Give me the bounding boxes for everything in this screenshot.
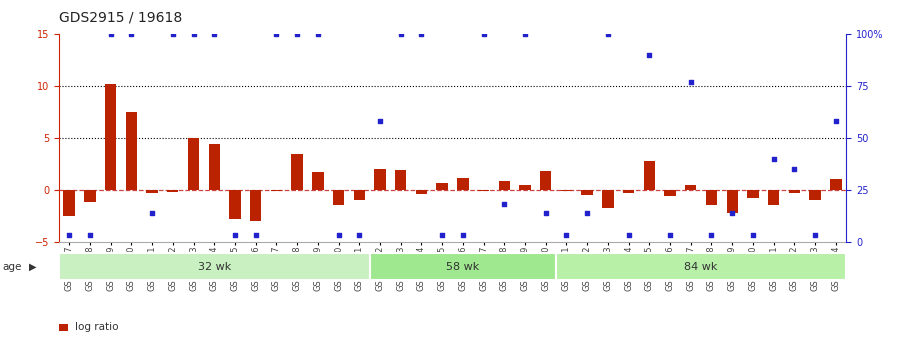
Point <box>166 32 180 37</box>
Bar <box>105 84 117 190</box>
Point <box>704 233 719 238</box>
Point <box>248 233 263 238</box>
Point <box>124 32 138 37</box>
Bar <box>830 179 842 190</box>
Point <box>601 32 615 37</box>
Point <box>808 233 823 238</box>
Bar <box>291 154 303 190</box>
Text: log ratio: log ratio <box>75 323 119 332</box>
Bar <box>395 170 406 190</box>
Bar <box>706 190 717 205</box>
Point <box>746 233 760 238</box>
Bar <box>208 144 220 190</box>
Bar <box>271 190 282 191</box>
Bar <box>623 190 634 193</box>
Text: 84 wk: 84 wk <box>684 262 718 272</box>
FancyBboxPatch shape <box>59 253 369 280</box>
Point <box>352 233 367 238</box>
Point <box>559 233 574 238</box>
Point <box>455 233 470 238</box>
Bar <box>540 171 551 190</box>
Point <box>767 156 781 161</box>
Bar <box>768 190 779 205</box>
FancyBboxPatch shape <box>556 253 846 280</box>
Bar <box>643 161 655 190</box>
Point <box>683 79 698 85</box>
Bar <box>809 190 821 200</box>
Point <box>622 233 636 238</box>
Bar <box>727 190 738 213</box>
Bar <box>561 190 572 191</box>
Point <box>435 233 450 238</box>
Text: 32 wk: 32 wk <box>197 262 231 272</box>
Point <box>62 233 76 238</box>
Bar <box>63 190 75 216</box>
Point <box>643 52 657 58</box>
Bar <box>685 185 697 190</box>
Point <box>373 119 387 124</box>
Bar <box>354 190 365 200</box>
Bar <box>188 138 199 190</box>
Point <box>497 201 511 207</box>
Point <box>82 233 97 238</box>
Text: ▶: ▶ <box>29 262 36 272</box>
Bar <box>788 190 800 193</box>
Bar <box>333 190 344 205</box>
Bar <box>602 190 614 208</box>
Point <box>269 32 283 37</box>
Point <box>290 32 304 37</box>
Bar <box>167 190 178 192</box>
Point <box>310 32 325 37</box>
Point <box>186 32 201 37</box>
Bar <box>499 181 510 190</box>
Point <box>662 233 677 238</box>
Point <box>414 32 429 37</box>
Bar <box>126 112 137 190</box>
Bar <box>375 169 386 190</box>
Point <box>580 210 595 215</box>
Point <box>476 32 491 37</box>
Point <box>103 32 118 37</box>
Point <box>518 32 532 37</box>
Point <box>207 32 222 37</box>
Point <box>331 233 346 238</box>
Bar <box>147 190 157 193</box>
Bar <box>519 185 530 190</box>
Point <box>787 166 802 172</box>
Bar <box>229 190 241 219</box>
Bar <box>748 190 758 198</box>
Bar <box>84 190 96 202</box>
Bar <box>436 183 448 190</box>
Point <box>394 32 408 37</box>
Point <box>829 119 843 124</box>
Text: GDS2915 / 19618: GDS2915 / 19618 <box>59 10 182 24</box>
Bar <box>478 190 490 191</box>
Bar <box>664 190 676 196</box>
Bar <box>415 190 427 194</box>
Bar <box>457 178 469 190</box>
Bar <box>582 190 593 195</box>
Point <box>725 210 739 215</box>
Bar <box>250 190 262 221</box>
Point <box>145 210 159 215</box>
Bar <box>312 172 323 190</box>
Text: age: age <box>3 262 22 272</box>
FancyBboxPatch shape <box>369 253 556 280</box>
Text: 58 wk: 58 wk <box>446 262 480 272</box>
Point <box>228 233 243 238</box>
Point <box>538 210 553 215</box>
